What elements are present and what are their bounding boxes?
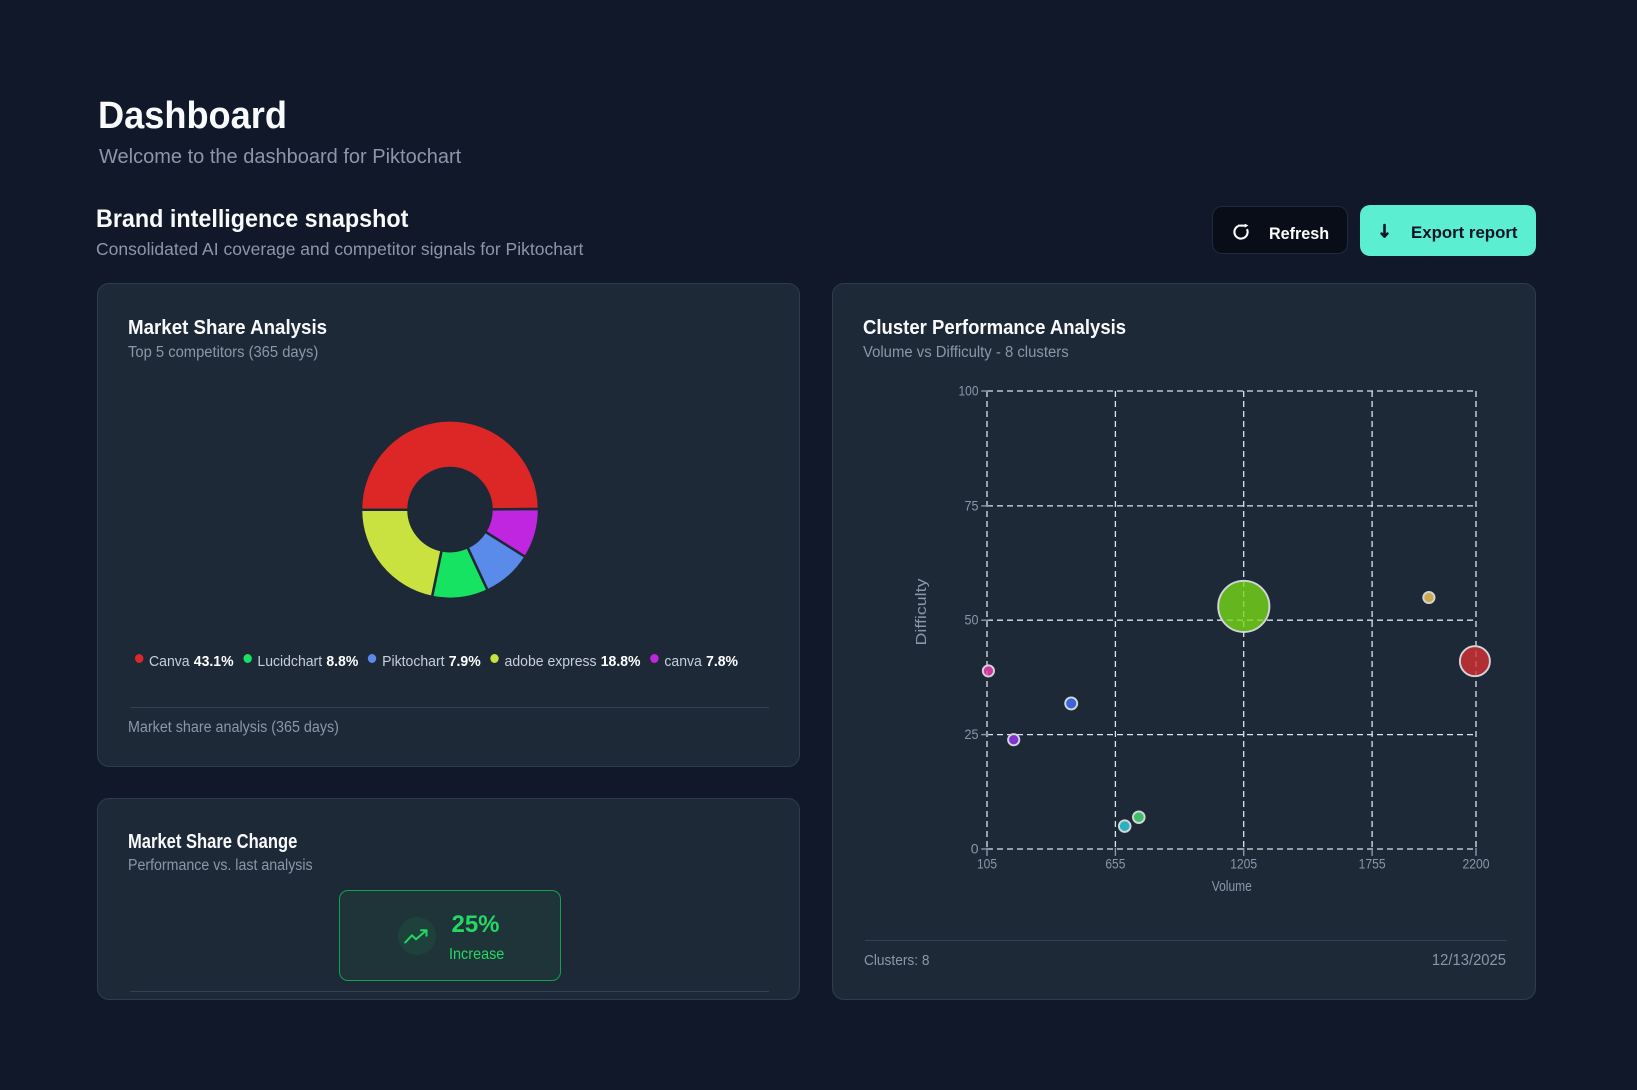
svg-text:Difficulty: Difficulty	[914, 578, 930, 646]
svg-text:655: 655	[1105, 856, 1125, 872]
svg-text:2200: 2200	[1463, 856, 1490, 872]
svg-text:100: 100	[959, 383, 979, 399]
svg-text:0: 0	[971, 841, 979, 857]
svg-text:105: 105	[977, 856, 997, 872]
svg-text:75: 75	[965, 497, 979, 513]
svg-text:25: 25	[965, 726, 979, 742]
svg-text:1205: 1205	[1230, 856, 1257, 872]
svg-text:50: 50	[965, 612, 979, 628]
svg-text:Volume: Volume	[1212, 879, 1252, 895]
svg-text:1755: 1755	[1359, 856, 1386, 872]
